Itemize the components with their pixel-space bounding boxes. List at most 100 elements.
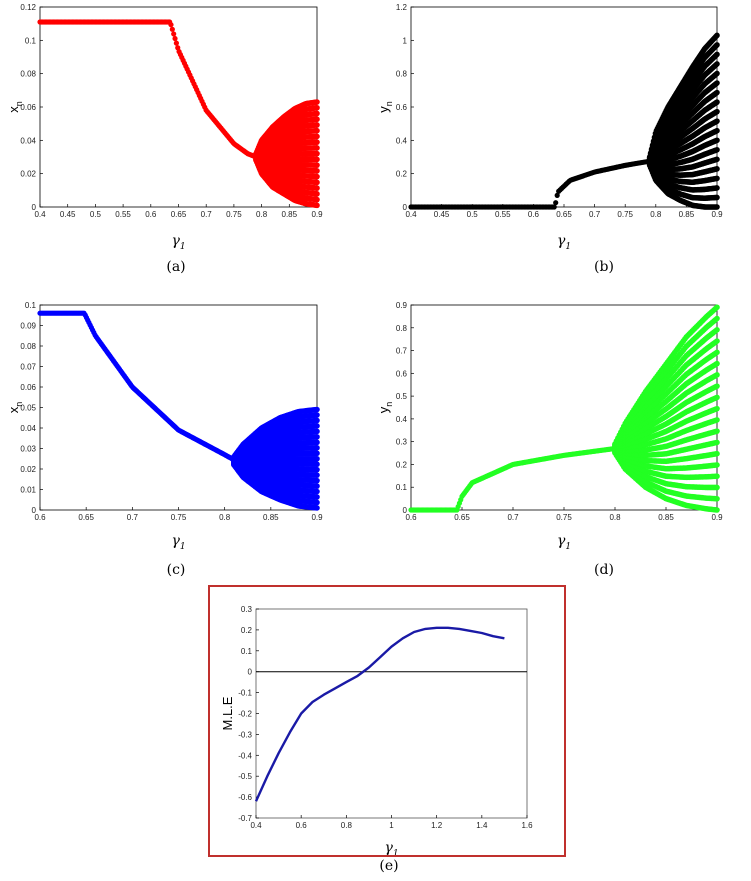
- y-tick-label: 0.1: [25, 301, 37, 310]
- data-point: [314, 461, 320, 468]
- x-tick-label: 0.9: [311, 513, 323, 522]
- data-point: [714, 80, 720, 86]
- data-point: [314, 505, 320, 511]
- panel-caption: (a): [166, 259, 185, 275]
- data-point: [314, 127, 320, 134]
- panels: 0.4 0.45 0.5 0.55 0.6 0.65 0.7 0.75 0.8 0.85 0.900…: [6, 3, 723, 874]
- data-point: [714, 70, 720, 77]
- data-point: [714, 108, 720, 115]
- x-tick-label: 0.8: [256, 210, 268, 219]
- plot-area: [408, 32, 720, 210]
- y-tick-label: 0.8: [396, 324, 408, 333]
- data-point: [314, 150, 320, 157]
- x-axis-label-sub: 1: [180, 542, 186, 552]
- data-point: [314, 99, 320, 105]
- y-axis-label-sub: n: [14, 402, 24, 407]
- plot-area: [37, 19, 320, 209]
- x-tick-label: 0.8: [609, 513, 621, 522]
- x-tick-label: 0.65: [454, 513, 470, 522]
- x-tick-label: 0.55: [115, 210, 131, 219]
- y-axis-label: yn: [376, 101, 394, 113]
- data-point: [314, 116, 320, 123]
- panel-caption: (c): [167, 562, 186, 578]
- y-tick-label: 0: [403, 203, 408, 212]
- data-point: [714, 166, 720, 172]
- data-point: [314, 104, 320, 111]
- data-point: [314, 499, 320, 506]
- data-point: [714, 137, 720, 144]
- y-tick-label: 0.07: [20, 363, 36, 372]
- data-point: [714, 185, 720, 191]
- x-tick-label: 0.65: [556, 210, 572, 219]
- x-tick-label: 0.6: [34, 513, 46, 522]
- data-point: [714, 99, 720, 105]
- panel-a: 0.4 0.45 0.5 0.55 0.6 0.65 0.7 0.75 0.8 0.85 0.900…: [6, 3, 323, 275]
- data-point: [714, 194, 720, 201]
- y-tick-label: 0.02: [20, 170, 36, 179]
- x-tick-label: 0.4: [405, 210, 417, 219]
- data-point: [171, 31, 177, 37]
- data-point: [314, 139, 320, 145]
- x-tick-label: 0.75: [617, 210, 633, 219]
- data-point: [714, 89, 720, 96]
- x-tick-label: 0.65: [171, 210, 187, 219]
- y-tick-label: 0.06: [20, 383, 36, 392]
- data-point: [314, 168, 320, 174]
- data-point: [714, 146, 720, 153]
- y-tick-label: 0: [32, 506, 37, 515]
- data-point: [714, 32, 720, 39]
- x-tick-label: 0.85: [282, 210, 298, 219]
- x-tick-label: 0.5: [90, 210, 102, 219]
- y-tick-label: 0.7: [396, 347, 408, 356]
- y-tick-label: 0.08: [20, 342, 36, 351]
- x-tick-label: 0.85: [679, 210, 695, 219]
- data-point: [314, 472, 320, 478]
- x-tick-label: 0.9: [711, 513, 723, 522]
- data-point: [314, 156, 320, 163]
- data-point: [714, 61, 720, 67]
- data-point: [714, 42, 720, 48]
- data-point: [173, 40, 179, 46]
- x-tick-label: 0.9: [711, 210, 723, 219]
- x-tick-label: 0.8: [219, 513, 231, 522]
- y-tick-label: 0.03: [20, 445, 36, 454]
- data-point: [314, 191, 320, 197]
- y-tick-label: 1: [403, 36, 408, 45]
- data-point: [314, 110, 320, 117]
- data-point: [314, 434, 320, 440]
- y-tick-label: 0.9: [396, 301, 408, 310]
- data-point: [314, 406, 320, 413]
- data-point: [314, 488, 320, 495]
- data-point: [314, 196, 320, 203]
- y-tick-label: 0: [403, 506, 408, 515]
- y-tick-label: 0.6: [396, 369, 408, 378]
- data-point: [314, 162, 320, 168]
- x-tick-label: 0.6: [528, 210, 540, 219]
- data-point: [314, 477, 320, 484]
- x-tick-label: 0.6: [405, 513, 417, 522]
- y-tick-label: 0.04: [20, 136, 36, 145]
- data-point: [169, 26, 175, 32]
- panel-b: 0.4 0.45 0.5 0.55 0.6 0.65 0.7 0.75 0.8 0.85 0.900…: [376, 3, 723, 275]
- data-point: [314, 483, 320, 489]
- data-point: [714, 204, 720, 210]
- x-tick-label: 0.45: [434, 210, 450, 219]
- y-tick-label: 0.2: [396, 460, 408, 469]
- x-tick-label: 0.7: [201, 210, 213, 219]
- x-tick-label: 0.65: [78, 513, 94, 522]
- y-tick-label: 0.4: [396, 415, 408, 424]
- y-tick-label: 0.06: [20, 103, 36, 112]
- panel-c: 0.6 0.65 0.7 0.75 0.8 0.85 0.900.010.020.030.0…: [6, 301, 323, 578]
- y-tick-label: 0.1: [25, 36, 37, 45]
- y-tick-label: 0.3: [396, 438, 408, 447]
- x-axis-label-sub: 1: [180, 242, 186, 252]
- y-tick-label: 0.01: [20, 486, 36, 495]
- data-point: [714, 51, 720, 58]
- data-point: [314, 179, 320, 186]
- x-tick-label: 0.75: [171, 513, 187, 522]
- y-tick-label: 0.6: [396, 103, 408, 112]
- y-tick-label: 0.12: [20, 3, 36, 12]
- plot-area: [408, 304, 720, 513]
- y-tick-label: 0: [32, 203, 37, 212]
